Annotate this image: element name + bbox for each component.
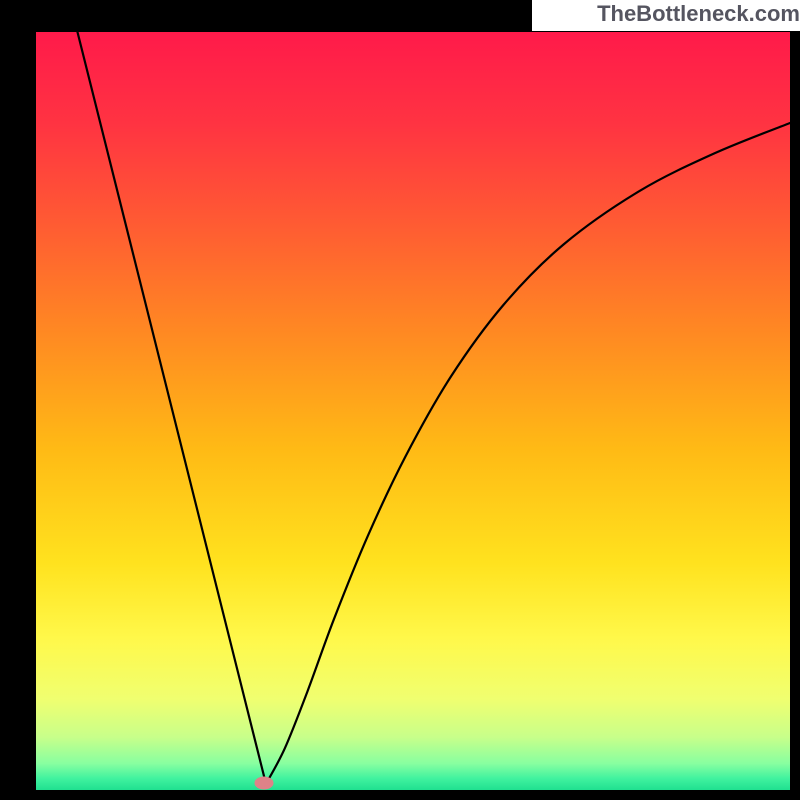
bottleneck-curve — [77, 32, 790, 784]
watermark-text: TheBottleneck.com — [597, 1, 800, 26]
plot-area — [36, 32, 790, 790]
curve-svg — [36, 32, 790, 790]
min-marker — [254, 776, 273, 789]
watermark-banner: TheBottleneck.com — [532, 0, 800, 31]
